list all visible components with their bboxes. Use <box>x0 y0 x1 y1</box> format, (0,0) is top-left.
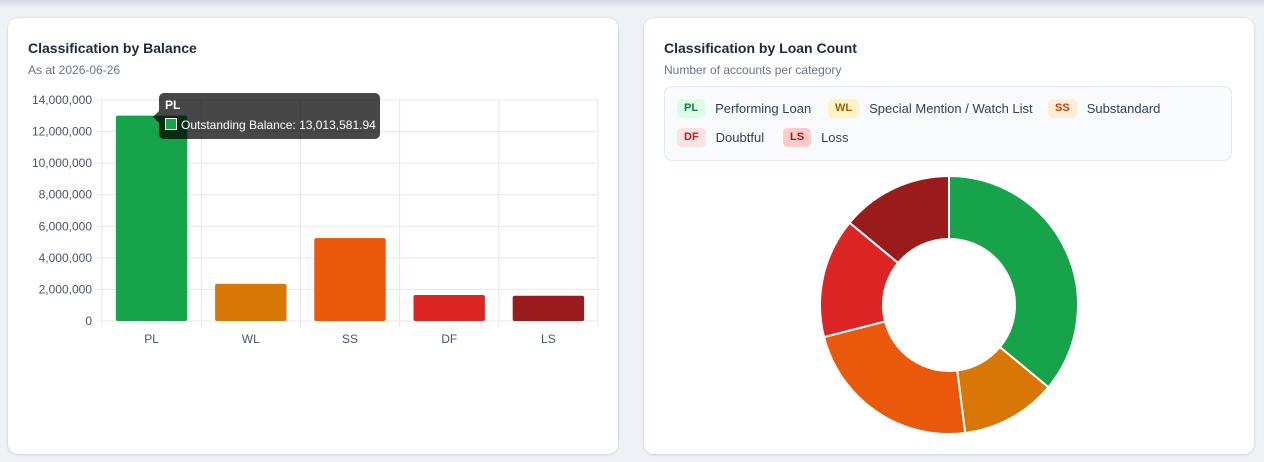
x-tick-label: PL <box>144 332 159 346</box>
legend-label-ls: Loss <box>821 130 849 145</box>
legend-badge-df: DF <box>677 128 706 147</box>
bar-df[interactable] <box>413 294 485 321</box>
tooltip-row: Outstanding Balance: 13,013,581.94 <box>165 118 376 132</box>
tooltip-caret <box>153 111 159 123</box>
y-tick-label: 14,000,000 <box>32 93 92 107</box>
loan-count-chart-subtitle: Number of accounts per category <box>664 63 842 77</box>
tooltip-color-swatch <box>165 118 177 130</box>
loan-count-chart-card: Classification by Loan Count Number of a… <box>644 18 1254 454</box>
legend-label-ss: Substandard <box>1086 101 1161 116</box>
bar-ls[interactable] <box>512 295 585 321</box>
top-shadow-bar <box>0 0 1264 8</box>
y-tick-label: 12,000,000 <box>32 125 92 139</box>
legend-label-pl: Performing Loan <box>715 101 812 116</box>
legend-badge-pl: PL <box>677 99 706 118</box>
y-tick-label: 8,000,000 <box>39 188 93 202</box>
y-tick-label: 0 <box>85 314 92 328</box>
loan-count-donut-chart[interactable] <box>644 18 1254 454</box>
donut-slice-ss[interactable] <box>822 320 967 435</box>
donut-slice-pl[interactable] <box>948 174 1079 389</box>
legend-badge-wl: WL <box>828 99 860 118</box>
balance-chart-card: Classification by Balance As at 2026-06-… <box>8 18 618 454</box>
legend-item-df: DF Doubtful <box>677 128 764 147</box>
x-tick-label: DF <box>441 332 457 346</box>
tooltip-value: Outstanding Balance: 13,013,581.94 <box>181 118 376 132</box>
donut-slice-ls[interactable] <box>848 174 950 265</box>
classification-legend: PL Performing Loan WL Special Mention / … <box>664 86 1232 161</box>
legend-item-pl: PL Performing Loan <box>677 99 811 118</box>
balance-chart-title: Classification by Balance <box>28 40 197 56</box>
y-tick-label: 4,000,000 <box>39 251 93 265</box>
legend-label-wl: Special Mention / Watch List <box>869 101 1033 116</box>
y-tick-label: 10,000,000 <box>32 156 92 170</box>
balance-chart-subtitle: As at 2026-06-26 <box>28 63 121 77</box>
legend-badge-ls: LS <box>783 128 812 147</box>
legend-badge-ss: SS <box>1048 99 1077 118</box>
legend-item-ss: SS Substandard <box>1048 99 1160 118</box>
legend-item-wl: WL Special Mention / Watch List <box>828 99 1033 118</box>
bar-wl[interactable] <box>215 283 287 321</box>
bar-pl[interactable] <box>115 115 188 321</box>
legend-label-df: Doubtful <box>715 130 765 145</box>
balance-bar-chart[interactable]: 0 2,000,000 4,000,000 6,000,000 8,000,000 10,… <box>8 18 618 454</box>
loan-count-chart-title: Classification by Loan Count <box>664 40 857 56</box>
y-tick-label: 2,000,000 <box>39 282 93 296</box>
bar-ss[interactable] <box>314 238 386 321</box>
legend-item-ls: LS Loss <box>783 128 849 147</box>
chart-tooltip: PL Outstanding Balance: 13,013,581.94 <box>153 93 380 139</box>
tooltip-title: PL <box>165 98 181 112</box>
x-tick-label: SS <box>342 332 358 346</box>
y-tick-label: 6,000,000 <box>39 219 93 233</box>
x-tick-label: WL <box>242 332 260 346</box>
x-tick-label: LS <box>541 332 556 346</box>
